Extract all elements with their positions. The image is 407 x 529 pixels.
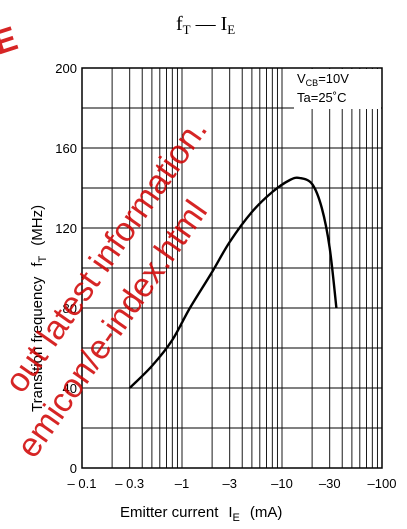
grid [82, 68, 382, 468]
y-tick-label: 160 [55, 141, 77, 156]
condition-ta: Ta=25˚C [297, 90, 347, 105]
tick-labels: – 0.1 – 0.3 –1 –3 –10 –30 –100 0 40 80 120 160 200 [55, 61, 396, 491]
y-axis-label: Transition frequencyfT(MHz) [29, 205, 49, 412]
plot-frame [81, 67, 383, 469]
x-axis-label: Emitter current IE (mA) [120, 504, 282, 524]
watermark-glyph: E [0, 20, 22, 63]
x-tick-label: –100 [368, 476, 397, 491]
x-tick-label: – 0.1 [68, 476, 97, 491]
condition-vcb: VCB=10V [297, 71, 349, 88]
y-tick-label: 40 [63, 381, 77, 396]
x-tick-label: –30 [319, 476, 341, 491]
conditions-box: VCB=10V Ta=25˚C [294, 69, 381, 109]
y-tick-label: 120 [55, 221, 77, 236]
y-tick-label: 200 [55, 61, 77, 76]
chart-title: fT — IE [176, 13, 235, 37]
x-tick-label: –10 [271, 476, 293, 491]
y-tick-label: 80 [63, 301, 77, 316]
x-tick-label: –1 [175, 476, 189, 491]
x-tick-label: –3 [222, 476, 236, 491]
series-line [128, 176, 338, 389]
x-tick-label: – 0.3 [115, 476, 144, 491]
y-tick-label: 0 [70, 461, 77, 476]
